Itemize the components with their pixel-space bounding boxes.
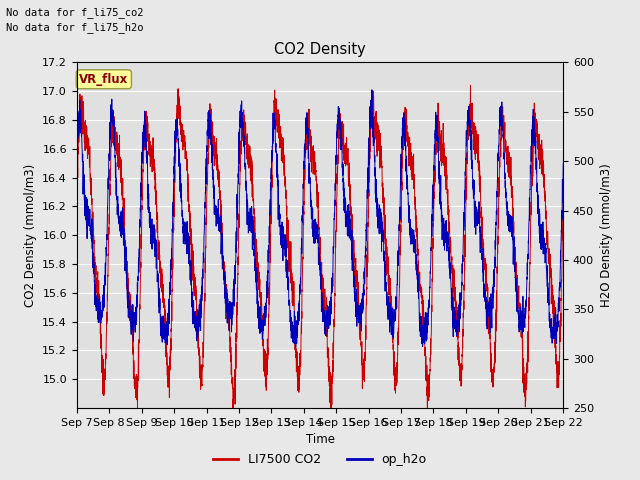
Y-axis label: H2O Density (mmol/m3): H2O Density (mmol/m3) xyxy=(600,163,612,307)
Legend: LI7500 CO2, op_h2o: LI7500 CO2, op_h2o xyxy=(209,448,431,471)
Text: No data for f_li75_co2: No data for f_li75_co2 xyxy=(6,7,144,18)
Text: VR_flux: VR_flux xyxy=(79,73,129,86)
Y-axis label: CO2 Density (mmol/m3): CO2 Density (mmol/m3) xyxy=(24,164,36,307)
Title: CO2 Density: CO2 Density xyxy=(274,42,366,57)
Text: No data for f_li75_h2o: No data for f_li75_h2o xyxy=(6,22,144,33)
X-axis label: Time: Time xyxy=(305,433,335,446)
